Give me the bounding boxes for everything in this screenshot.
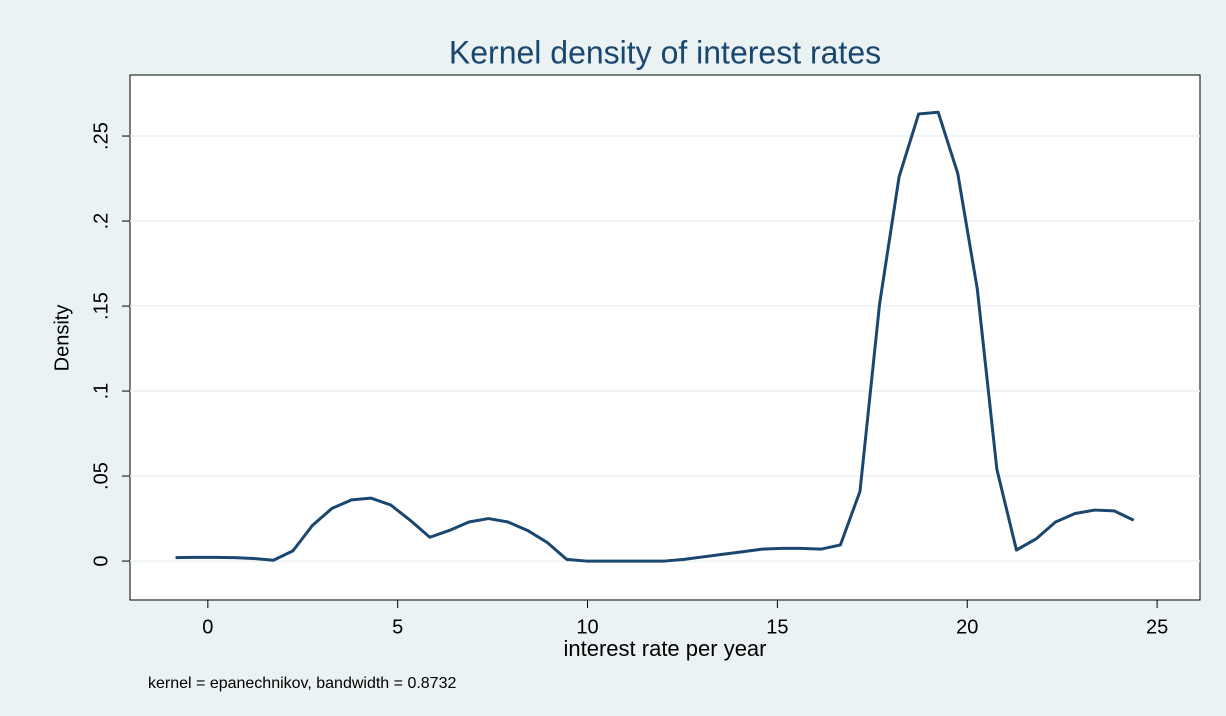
x-tick-label: 20 <box>956 616 978 638</box>
y-axis-label: Density <box>51 305 73 372</box>
x-tick-label: 25 <box>1146 616 1168 638</box>
x-axis-label: interest rate per year <box>564 636 767 661</box>
x-tick-label: 0 <box>202 616 213 638</box>
density-line <box>175 110 1135 563</box>
y-tick-label: 0 <box>90 556 112 567</box>
x-tick-label: 10 <box>576 616 598 638</box>
chart-title: Kernel density of interest rates <box>449 34 881 70</box>
x-tick-label: 5 <box>392 616 403 638</box>
x-tick-label: 15 <box>766 616 788 638</box>
y-tick-label: .25 <box>90 122 112 150</box>
y-tick-label: .1 <box>90 383 112 400</box>
note: kernel = epanechnikov, bandwidth = 0.873… <box>148 675 456 692</box>
y-tick-label: .2 <box>90 213 112 230</box>
y-tick-label: .15 <box>90 292 112 320</box>
y-tick-label: .05 <box>90 462 112 490</box>
plot-area <box>129 74 1201 601</box>
